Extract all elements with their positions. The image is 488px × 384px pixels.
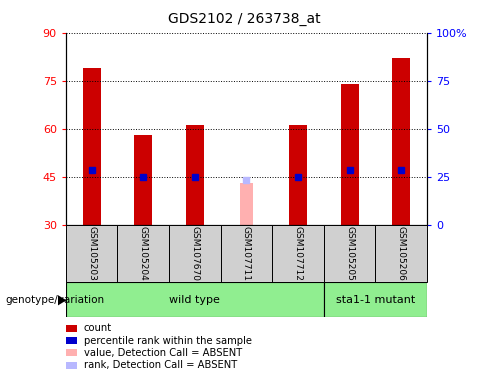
Bar — [66, 282, 324, 317]
Text: rank, Detection Call = ABSENT: rank, Detection Call = ABSENT — [84, 360, 237, 370]
Text: GSM107670: GSM107670 — [190, 226, 200, 281]
Text: value, Detection Call = ABSENT: value, Detection Call = ABSENT — [84, 348, 242, 358]
Bar — [82, 68, 101, 225]
Text: percentile rank within the sample: percentile rank within the sample — [84, 336, 252, 346]
Bar — [169, 225, 221, 282]
Bar — [186, 126, 204, 225]
Bar — [392, 58, 410, 225]
Text: count: count — [84, 323, 112, 333]
Bar — [272, 225, 324, 282]
Text: wild type: wild type — [169, 295, 220, 305]
Text: GSM105204: GSM105204 — [139, 226, 148, 281]
Text: GSM105206: GSM105206 — [397, 226, 406, 281]
Bar — [324, 282, 427, 317]
Text: GSM107711: GSM107711 — [242, 226, 251, 281]
Bar — [240, 183, 253, 225]
Bar — [66, 225, 118, 282]
Text: sta1-1 mutant: sta1-1 mutant — [336, 295, 415, 305]
Bar — [324, 225, 375, 282]
Bar — [341, 84, 359, 225]
Text: GSM107712: GSM107712 — [293, 226, 303, 281]
Bar — [289, 126, 307, 225]
Bar — [134, 135, 152, 225]
Polygon shape — [58, 295, 66, 306]
Bar — [375, 225, 427, 282]
Bar — [118, 225, 169, 282]
Text: GDS2102 / 263738_at: GDS2102 / 263738_at — [168, 12, 320, 25]
Bar — [221, 225, 272, 282]
Text: GSM105205: GSM105205 — [345, 226, 354, 281]
Text: GSM105203: GSM105203 — [87, 226, 96, 281]
Text: genotype/variation: genotype/variation — [5, 295, 104, 305]
